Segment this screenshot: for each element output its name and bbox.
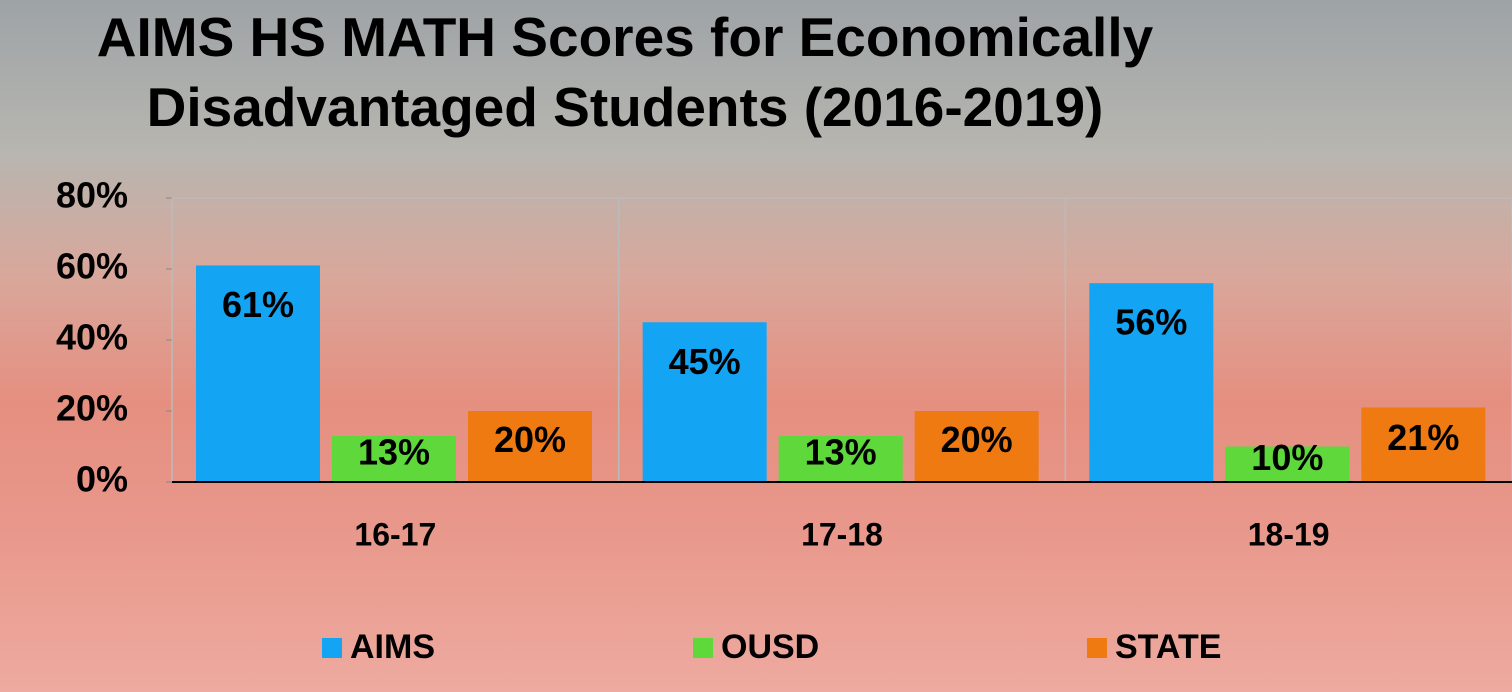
y-tick-label: 0% (76, 459, 128, 500)
value-label: 21% (1387, 417, 1459, 458)
value-label: 45% (669, 341, 741, 382)
value-label: 20% (494, 419, 566, 460)
legend-label: OUSD (721, 628, 819, 666)
value-label: 10% (1251, 437, 1323, 478)
value-label: 56% (1115, 302, 1187, 343)
chart-title: AIMS HS MATH Scores for Economically Dis… (30, 2, 1220, 142)
x-tick-label: 18-19 (1248, 516, 1330, 552)
value-label: 13% (805, 431, 877, 472)
legend-swatch (1087, 638, 1107, 658)
legend-label: STATE (1115, 628, 1221, 666)
value-label: 13% (358, 431, 430, 472)
y-tick-label: 40% (56, 317, 128, 358)
value-label: 20% (941, 419, 1013, 460)
y-tick-label: 20% (56, 388, 128, 429)
legend-swatch (693, 638, 713, 658)
x-tick-label: 17-18 (801, 516, 883, 552)
chart: 0% 20% 40% 60% 80% 16-17 61% 13% 20% 17-18 45% 13% 2… (0, 0, 1512, 692)
y-tick-label: 60% (56, 246, 128, 287)
value-label: 61% (222, 284, 294, 325)
legend-label: AIMS (350, 628, 435, 666)
legend-swatch (322, 638, 342, 658)
x-tick-label: 16-17 (354, 516, 436, 552)
y-tick-label: 80% (56, 175, 128, 216)
